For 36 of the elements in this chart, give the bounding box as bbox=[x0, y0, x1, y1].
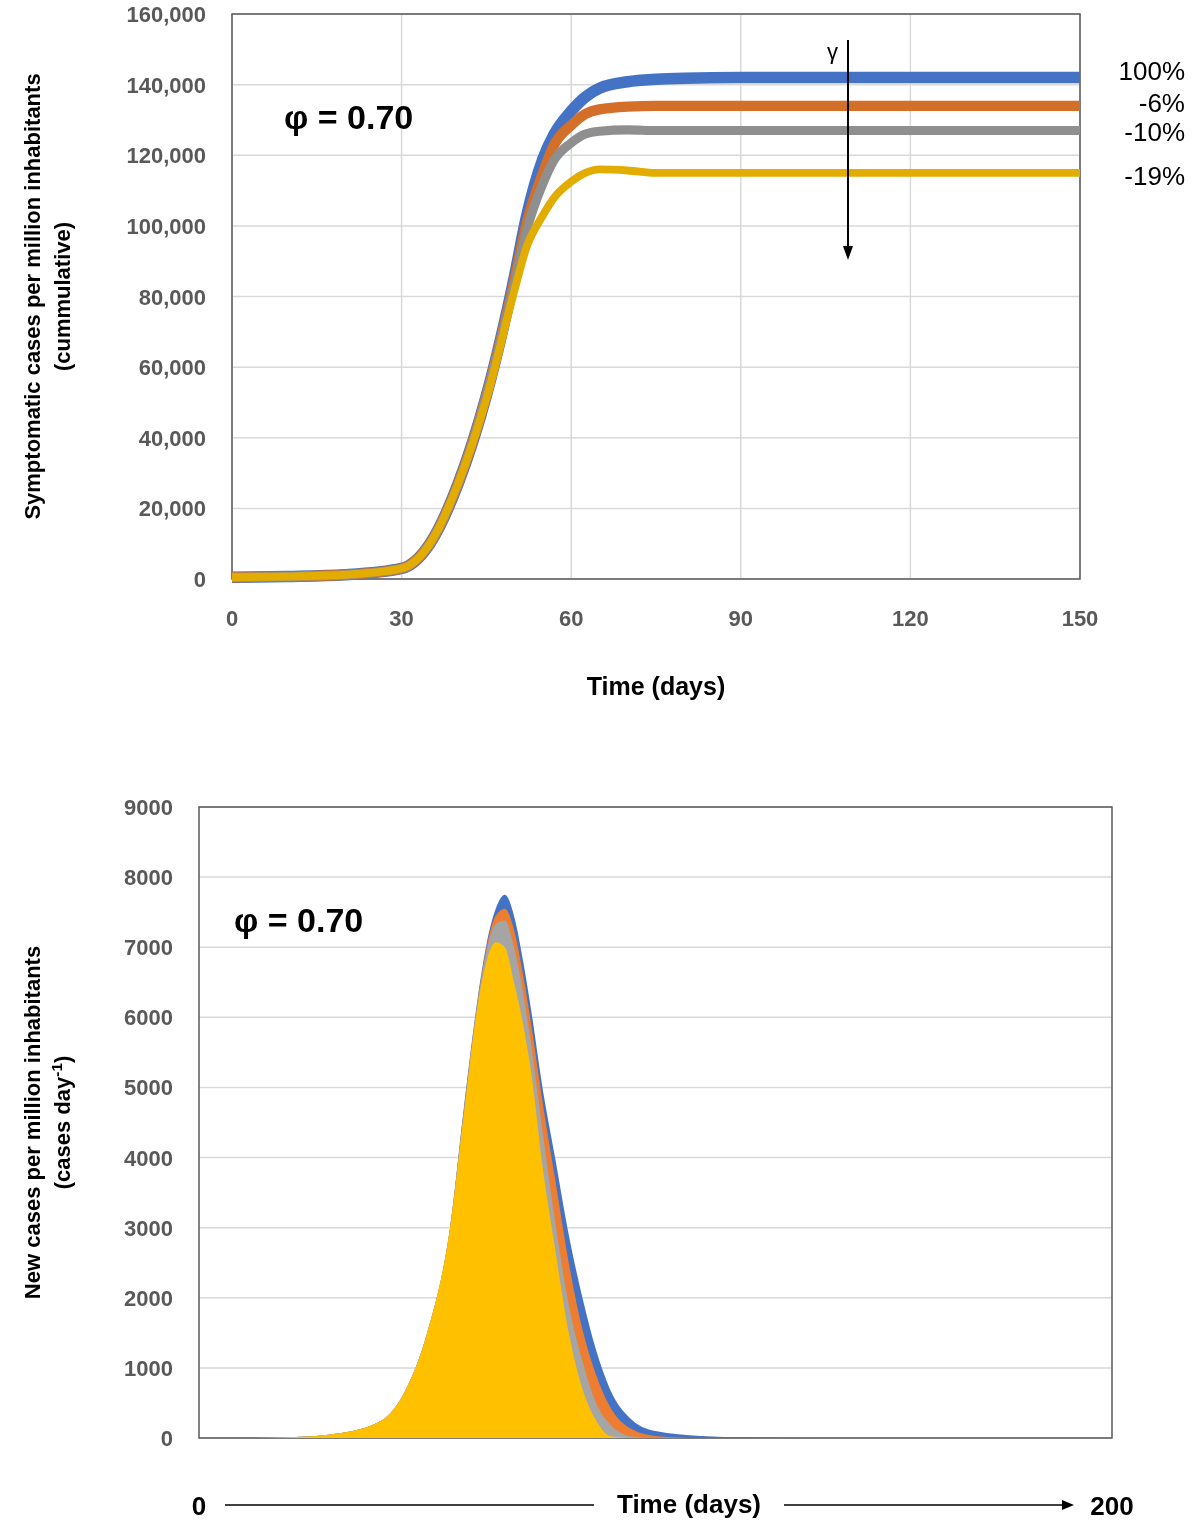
series-label: -19% bbox=[1124, 160, 1185, 191]
text: -6% bbox=[1138, 87, 1185, 118]
x-tick-label: 0 bbox=[225, 606, 239, 631]
y-tick-label: 8000 bbox=[124, 865, 173, 891]
series-label: -10% bbox=[1124, 116, 1185, 147]
y-tick-label: 120,000 bbox=[126, 143, 206, 169]
y-tick-label: 9000 bbox=[124, 795, 173, 820]
y-tick-label: 0 bbox=[160, 1426, 173, 1451]
y-tick-label: 60,000 bbox=[138, 355, 206, 381]
y-tick-label: 4000 bbox=[124, 1145, 173, 1171]
x-axis-title: Time (days) bbox=[586, 672, 726, 700]
y-tick-label: 140,000 bbox=[126, 72, 206, 98]
y-tick-label: 40,000 bbox=[138, 425, 206, 451]
x-tick-label: 60 bbox=[558, 606, 584, 631]
y-tick-label: 20,000 bbox=[138, 496, 206, 522]
x-tick-label: 120 bbox=[892, 606, 929, 631]
y-tick-label: 100,000 bbox=[126, 213, 206, 239]
x-tick-label: 200 bbox=[1090, 1491, 1134, 1521]
annotation: φ = 0.70 bbox=[234, 901, 364, 939]
series-label: 100% bbox=[1118, 55, 1185, 86]
y-tick-label: 7000 bbox=[124, 935, 173, 961]
y-tick-label: 160,000 bbox=[126, 2, 206, 27]
y-tick-label: 80,000 bbox=[138, 284, 206, 310]
y-tick-label: 1000 bbox=[124, 1355, 173, 1381]
annotation: φ = 0.70 bbox=[284, 98, 414, 136]
x-axis-title: Time (days) bbox=[616, 1489, 762, 1519]
annotation: γ bbox=[827, 39, 838, 64]
y-tick-label: 0 bbox=[193, 567, 206, 592]
y-tick-label: 2000 bbox=[124, 1285, 173, 1311]
y-tick-label: 6000 bbox=[124, 1005, 173, 1031]
x-tick-label: 30 bbox=[389, 606, 414, 631]
x-tick-label: 150 bbox=[1061, 606, 1099, 631]
y-tick-label: 3000 bbox=[124, 1215, 173, 1241]
y-axis-title: Symptomatic cases per million inhabitants (cummulative) bbox=[20, 73, 75, 520]
y-tick-label: 5000 bbox=[124, 1075, 173, 1101]
x-tick-label: 90 bbox=[728, 606, 754, 631]
